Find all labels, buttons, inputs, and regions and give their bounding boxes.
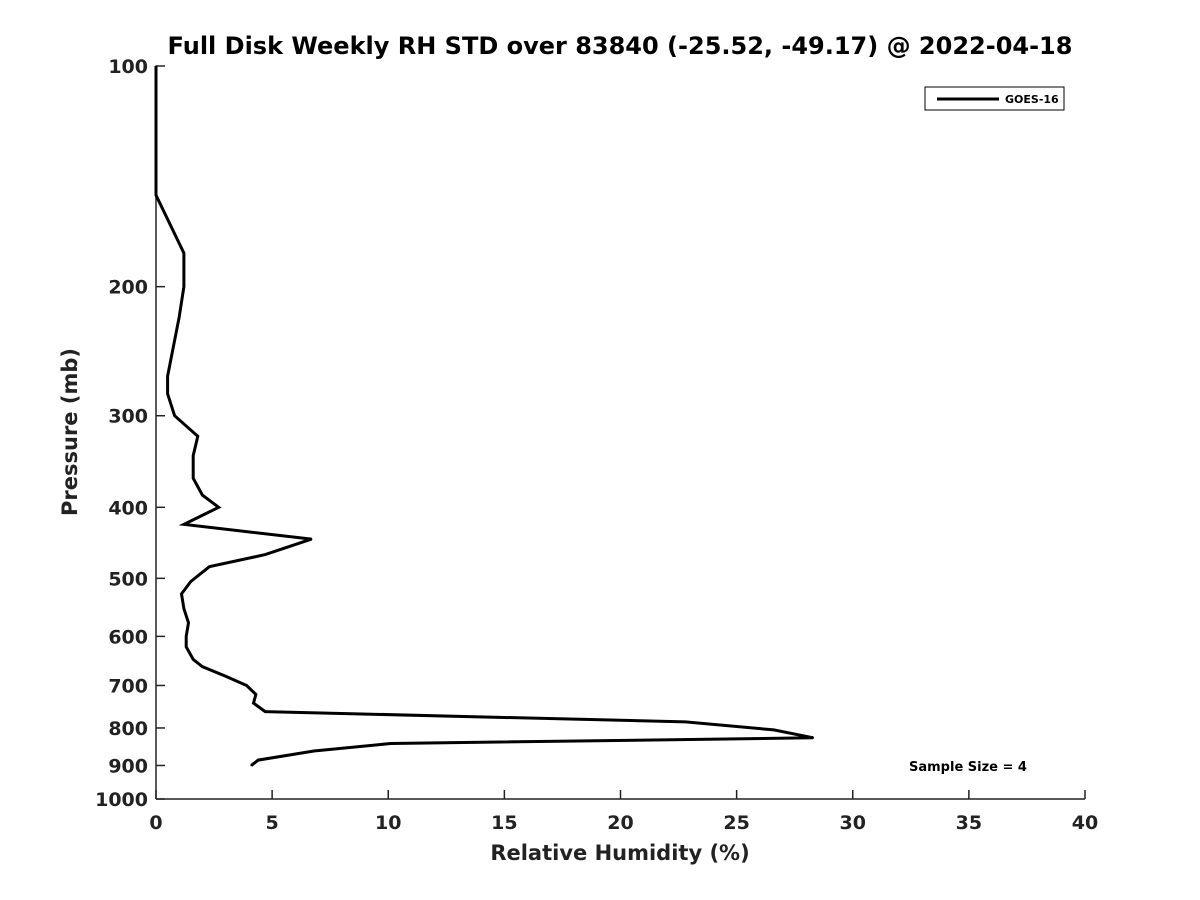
y-tick-label: 500 — [108, 568, 148, 590]
series-point — [224, 675, 227, 677]
series-point — [173, 414, 176, 417]
x-tick-label: 0 — [149, 812, 162, 834]
x-tick-label: 20 — [607, 812, 633, 834]
series-point — [201, 494, 204, 496]
x-tick-label: 25 — [723, 812, 749, 834]
series-point — [264, 553, 267, 556]
series-point — [245, 684, 248, 687]
series-point — [812, 737, 815, 739]
y-tick-label: 300 — [108, 406, 148, 428]
x-tick-label: 40 — [1072, 812, 1098, 834]
x-tick-label: 35 — [956, 812, 982, 834]
y-tick-label: 1000 — [95, 789, 148, 811]
y-tick-label: 400 — [108, 497, 148, 519]
x-axis-label: Relative Humidity (%) — [490, 841, 749, 865]
x-tick-label: 10 — [375, 812, 401, 834]
series-point — [773, 729, 775, 731]
series-point — [187, 622, 190, 624]
y-tick-label: 600 — [108, 626, 148, 648]
series-point — [684, 721, 687, 723]
series-point — [190, 580, 192, 583]
series-point — [178, 316, 180, 318]
y-tick-label: 200 — [108, 277, 148, 299]
series-point — [264, 710, 267, 713]
series-point — [155, 194, 157, 196]
series-point — [183, 607, 185, 610]
x-ticks: 0 5 10 15 20 25 30 35 40 — [149, 790, 1098, 834]
series-point — [217, 506, 220, 509]
series-point — [183, 285, 185, 288]
series-point — [252, 702, 255, 704]
y-tick-label: 900 — [108, 755, 148, 777]
series-point — [310, 538, 313, 540]
series-point — [185, 646, 187, 648]
series-point — [183, 252, 185, 254]
y-axis-label: Pressure (mb) — [58, 348, 82, 516]
series-point — [192, 658, 194, 661]
series-point — [250, 764, 252, 767]
series-point — [197, 435, 199, 438]
series-point — [257, 759, 260, 761]
series-point — [166, 393, 169, 395]
series-point — [313, 750, 315, 752]
series-point — [255, 693, 257, 696]
y-tick-label: 700 — [108, 675, 148, 697]
series-point — [183, 523, 185, 526]
series-point — [208, 565, 211, 568]
series-point — [180, 593, 183, 595]
series-point — [166, 375, 169, 378]
series-point — [192, 477, 194, 480]
legend: GOES-16 — [924, 86, 1065, 111]
x-tick-label: 15 — [491, 812, 517, 834]
y-ticks: 100 200 300 400 500 600 700 800 900 1000 — [95, 56, 165, 811]
x-tick-label: 5 — [266, 812, 279, 834]
series-point — [155, 65, 157, 67]
sample-size-annotation: Sample Size = 4 — [909, 760, 1027, 775]
series-point — [185, 635, 187, 638]
y-tick-label: 800 — [108, 718, 148, 740]
series-layer — [154, 65, 815, 767]
series-point — [192, 454, 194, 457]
series-point — [389, 742, 392, 745]
y-tick-label: 100 — [108, 56, 148, 78]
series-point — [201, 665, 204, 668]
chart-title: Full Disk Weekly RH STD over 83840 (-25.… — [168, 32, 1073, 60]
x-tick-label: 30 — [840, 812, 866, 834]
legend-label-goes-16: GOES-16 — [1005, 93, 1059, 106]
